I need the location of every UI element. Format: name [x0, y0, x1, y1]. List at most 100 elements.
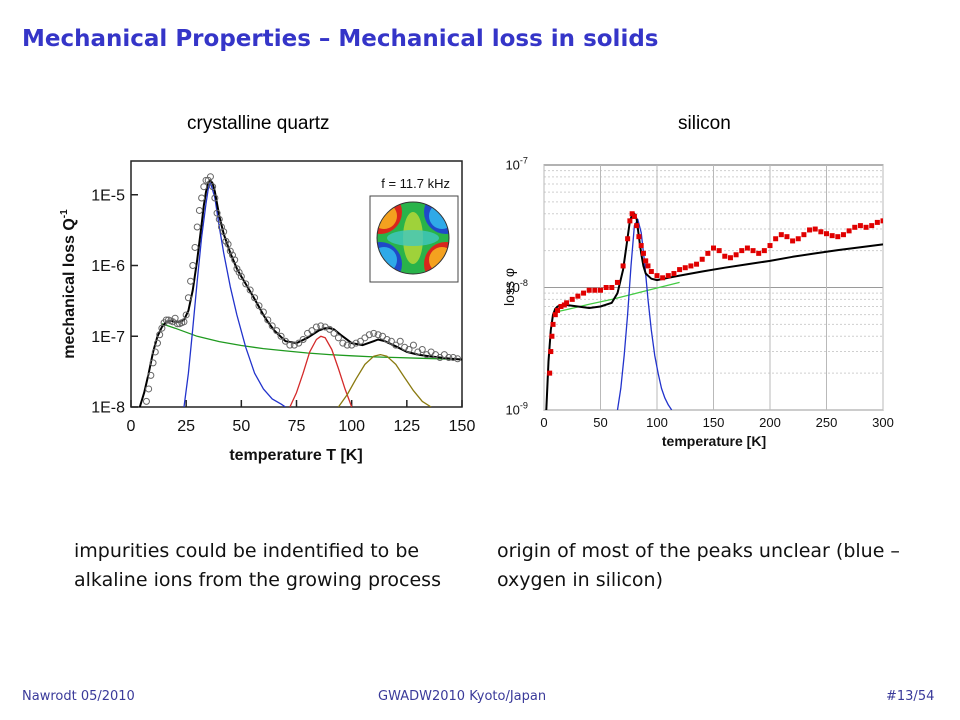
data-point	[677, 267, 683, 273]
data-point	[558, 303, 564, 309]
data-point	[356, 337, 364, 345]
y-tick-exponent: -8	[520, 278, 528, 288]
data-point	[231, 256, 239, 264]
data-point	[648, 269, 654, 275]
data-point	[281, 337, 289, 345]
data-point	[290, 341, 298, 349]
data-point	[173, 320, 181, 328]
data-point	[671, 271, 677, 277]
data-point	[195, 206, 203, 214]
data-point	[259, 308, 267, 316]
data-point	[773, 236, 779, 242]
data-point	[880, 218, 883, 224]
y-tick-label: 1E-8	[91, 400, 125, 417]
data-point	[840, 232, 846, 238]
x-tick-labels: 0 25 50 75 100 125 150	[127, 418, 476, 435]
silicon-caption: origin of most of the peaks unclear (blu…	[497, 540, 900, 591]
data-point	[317, 322, 325, 330]
x-tick-label: 0	[127, 418, 136, 435]
data-point	[334, 334, 342, 342]
data-point	[454, 355, 462, 363]
x-tick-label: 50	[232, 418, 250, 435]
data-point	[308, 327, 316, 335]
series-layer	[545, 211, 883, 410]
data-point	[550, 321, 556, 327]
data-point	[191, 243, 199, 251]
data-point	[370, 329, 378, 337]
data-point	[549, 333, 555, 339]
data-point	[220, 228, 228, 236]
data-point	[147, 371, 155, 379]
data-point	[396, 337, 404, 345]
data-point	[756, 250, 762, 256]
x-tick-label: 75	[288, 418, 306, 435]
data-point	[215, 215, 223, 223]
data-point	[627, 218, 633, 224]
data-point	[846, 228, 852, 234]
data-point	[807, 227, 813, 233]
y-axis-title: loss φ	[501, 268, 517, 306]
svg-text:mechanical loss Q-1: mechanical loss Q-1	[59, 209, 78, 359]
x-tick-label: 200	[759, 415, 781, 430]
data-point	[162, 316, 170, 324]
data-point	[348, 341, 356, 349]
mode-shape-inset	[369, 195, 459, 283]
data-point	[226, 247, 234, 255]
data-point	[801, 232, 807, 238]
data-point	[180, 318, 188, 326]
data-point	[767, 243, 773, 249]
x-tick-label: 250	[816, 415, 838, 430]
data-point	[409, 341, 417, 349]
data-point	[286, 341, 294, 349]
y-tick-label: 1E-5	[91, 187, 125, 204]
data-point	[449, 354, 457, 362]
data-point	[445, 354, 453, 362]
data-point	[251, 294, 259, 302]
y-tick-label: 1E-7	[91, 329, 125, 346]
data-point	[184, 294, 192, 302]
data-point	[547, 370, 553, 376]
background-curve	[161, 323, 462, 361]
data-point	[638, 243, 644, 249]
data-point	[387, 337, 395, 345]
y-axis-title: mechanical loss Q	[61, 218, 78, 359]
y-tick-labels: 1E-8 1E-7 1E-6 1E-5	[91, 187, 125, 416]
data-point	[609, 285, 615, 290]
data-point	[620, 263, 626, 269]
data-point	[153, 339, 161, 347]
x-tick-label: 150	[449, 418, 476, 435]
data-point	[206, 173, 214, 181]
data-point	[778, 232, 784, 238]
peak-olive-curve	[337, 353, 432, 407]
x-tick-label: 100	[646, 415, 668, 430]
data-point	[874, 219, 880, 225]
data-point	[761, 248, 767, 254]
data-point	[603, 285, 609, 290]
data-point	[330, 329, 338, 337]
data-point	[711, 245, 716, 251]
data-point	[312, 323, 320, 331]
data-point	[200, 183, 208, 191]
data-point	[264, 316, 272, 324]
grid-lines	[543, 165, 884, 411]
x-tick-label: 100	[338, 418, 365, 435]
data-point	[592, 287, 598, 293]
data-point	[654, 273, 660, 279]
data-point	[255, 302, 263, 310]
data-point	[634, 223, 640, 229]
data-point	[722, 253, 728, 259]
data-point	[744, 245, 750, 251]
peak-blue-curve	[183, 181, 286, 407]
silicon-loss-chart: 10-910-810-7 0 50 100 150 200 250 300 temperat…	[501, 156, 894, 449]
data-point	[555, 307, 561, 313]
data-point	[564, 300, 570, 306]
data-point	[299, 335, 307, 343]
x-tick-label: 150	[703, 415, 725, 430]
data-point	[273, 327, 281, 335]
data-point	[339, 339, 347, 347]
data-point	[246, 286, 254, 294]
footer-author: Nawrodt 05/2010	[22, 689, 135, 704]
data-point	[242, 280, 250, 288]
data-point	[625, 236, 631, 242]
data-point	[586, 287, 592, 293]
